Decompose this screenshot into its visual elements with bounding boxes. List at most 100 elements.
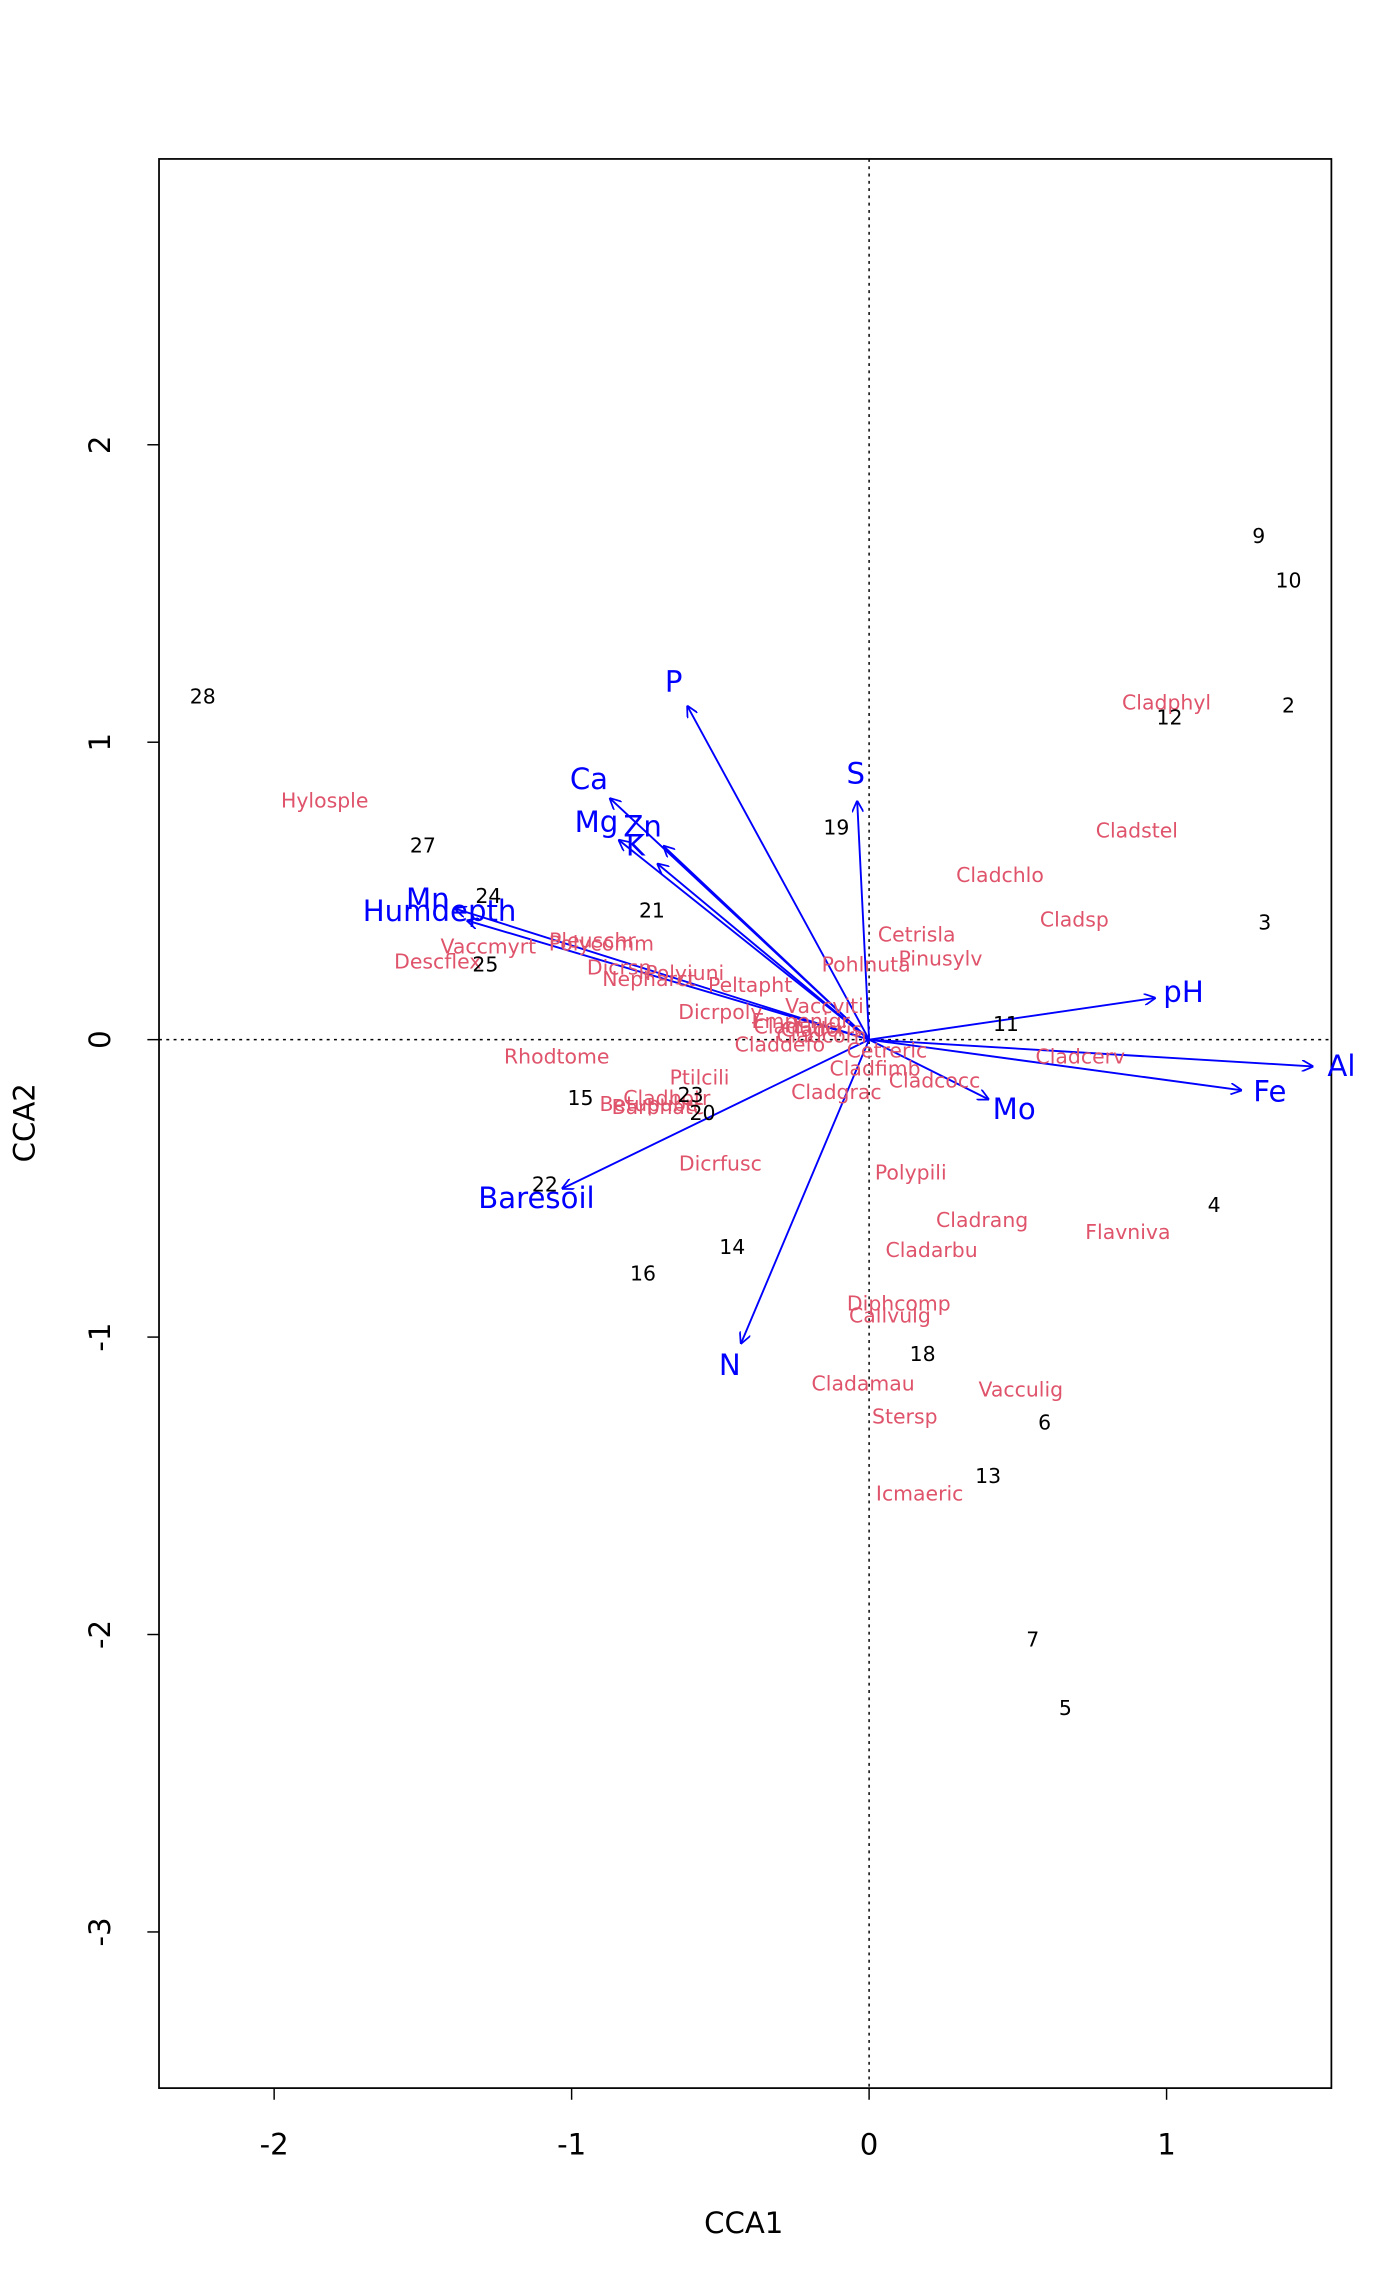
species-label: Cetrisla	[878, 923, 956, 947]
species-label: Barbhatc	[612, 1095, 705, 1119]
species-label: Cladcocc	[889, 1068, 981, 1092]
plot-frame	[158, 158, 1333, 2089]
species-label: Icmaeric	[876, 1482, 963, 1506]
species-label: Cladchlo	[956, 863, 1044, 887]
site-label: 15	[568, 1086, 594, 1110]
x-axis-title: CCA1	[704, 2206, 783, 2240]
species-label: Dicrpoly	[678, 1000, 762, 1024]
species-label: Cladphyl	[1122, 691, 1211, 715]
site-label: 14	[719, 1235, 745, 1259]
species-label: Pohlnuta	[822, 952, 911, 976]
site-label: 9	[1252, 524, 1265, 548]
x-tick-label: -1	[557, 2127, 586, 2161]
site-label: 2	[1282, 694, 1295, 718]
species-label: Pinusylv	[899, 946, 983, 970]
site-label: 25	[472, 952, 498, 976]
species-label: Descflex	[394, 949, 481, 973]
env-arrow	[688, 707, 870, 1041]
env-label: P	[665, 664, 683, 698]
y-tick-label: 2	[83, 435, 117, 454]
species-label: Ptilcili	[670, 1065, 730, 1089]
env-arrow	[456, 909, 870, 1041]
species-label: Polyjuni	[645, 961, 724, 985]
species-label: Dicrsp	[587, 955, 652, 979]
species-label: Rhodtome	[504, 1044, 609, 1068]
site-label: 23	[678, 1083, 704, 1107]
species-label: Cladrang	[936, 1208, 1028, 1232]
y-tick-label: -2	[83, 1620, 117, 1649]
y-tick-label: 1	[83, 733, 117, 752]
env-label: pH	[1163, 975, 1203, 1009]
env-arrow	[741, 1039, 870, 1343]
species-label: Empenigr	[752, 1009, 851, 1033]
env-label: Al	[1327, 1049, 1355, 1083]
env-label: Baresoil	[478, 1181, 594, 1215]
site-label: 4	[1208, 1193, 1221, 1217]
site-label: 12	[1157, 705, 1183, 729]
site-label: 11	[993, 1012, 1019, 1036]
species-label: Cladcerv	[1036, 1044, 1126, 1068]
site-label: 18	[910, 1342, 936, 1366]
species-label: Polypili	[875, 1160, 947, 1184]
site-label: 27	[410, 833, 436, 857]
env-label: N	[719, 1348, 741, 1382]
env-label: Humdepth	[363, 894, 517, 928]
site-label: 6	[1038, 1410, 1051, 1434]
x-tick-label: 0	[860, 2127, 879, 2161]
site-label: 20	[690, 1101, 716, 1125]
species-label: Cladcris	[781, 1018, 862, 1042]
env-label: S	[846, 756, 865, 790]
y-tick-label: 0	[83, 1030, 117, 1049]
species-label: Cladcorn	[776, 1024, 866, 1048]
env-label: Ca	[570, 762, 608, 796]
species-label: Vacculig	[979, 1378, 1064, 1402]
species-label: Hylosple	[281, 789, 368, 813]
site-label: 28	[190, 685, 216, 709]
species-label: Cladarbu	[885, 1238, 977, 1262]
site-label: 5	[1059, 1696, 1072, 1720]
env-arrow	[563, 1038, 870, 1189]
env-label: K	[626, 828, 646, 862]
species-label: Vaccmyrt	[440, 934, 536, 958]
species-label: Nepharct	[602, 967, 695, 991]
site-label: 19	[823, 815, 849, 839]
x-tick-label: -2	[260, 2127, 289, 2161]
species-label: Diphcomp	[847, 1291, 951, 1315]
env-arrow	[868, 998, 1155, 1041]
species-label: Polycomm	[549, 931, 654, 955]
env-label: Mg	[575, 805, 619, 839]
species-label: Stersp	[872, 1404, 937, 1428]
species-label: Cladbotr	[623, 1086, 711, 1110]
site-label: 13	[975, 1464, 1001, 1488]
y-tick-label: -3	[83, 1917, 117, 1946]
species-label: Peltapht	[708, 973, 792, 997]
species-label: Cladgrac	[791, 1080, 881, 1104]
env-label: Mo	[993, 1092, 1036, 1126]
species-label: Cetreric	[847, 1039, 928, 1063]
species-label: Callvulg	[849, 1303, 931, 1327]
species-label: Vaccviti	[785, 994, 864, 1018]
site-label: 3	[1258, 911, 1271, 935]
y-tick-label: -1	[83, 1323, 117, 1352]
species-label: Cladamau	[812, 1372, 915, 1396]
env-label: Fe	[1253, 1075, 1286, 1109]
species-label: Dicrfusc	[679, 1152, 762, 1176]
species-label: Betupube	[600, 1092, 699, 1116]
site-label: 10	[1276, 569, 1302, 593]
site-label: 7	[1026, 1627, 1039, 1651]
species-label: Cladunci	[754, 1015, 842, 1039]
env-arrow	[468, 921, 870, 1041]
species-label: Cladfimb	[830, 1056, 921, 1080]
x-tick-label: 1	[1157, 2127, 1176, 2161]
species-label: Cladstel	[1096, 818, 1178, 842]
site-label: 16	[630, 1262, 656, 1286]
site-label: 22	[532, 1172, 558, 1196]
env-label: Mn	[406, 882, 450, 916]
species-label: Pleuschr	[549, 928, 636, 952]
env-arrow	[868, 1038, 1241, 1091]
env-arrow	[868, 1038, 988, 1099]
env-arrow	[857, 802, 871, 1040]
site-label: 21	[639, 899, 665, 923]
